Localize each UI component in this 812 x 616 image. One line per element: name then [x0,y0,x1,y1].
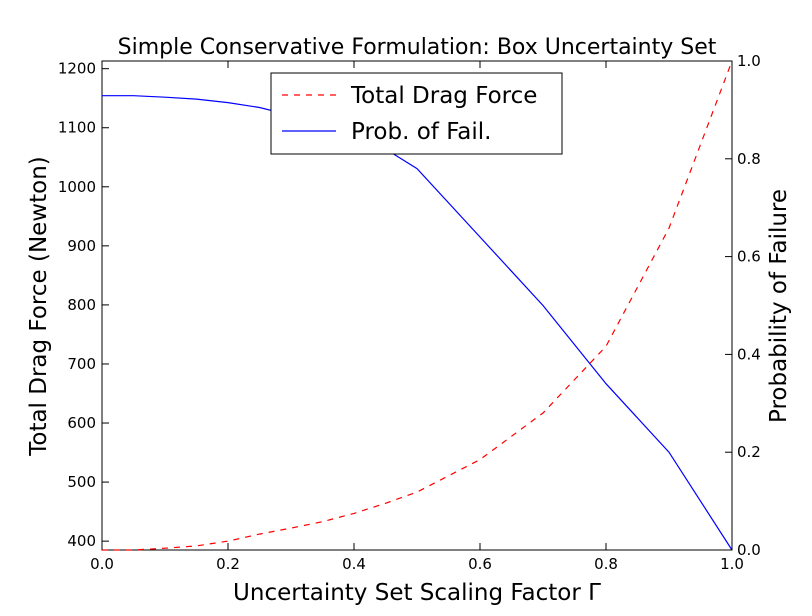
x-tick-label: 0.4 [342,555,366,573]
plot-frame [101,60,733,551]
y-left-tick-label: 1100 [58,119,96,137]
x-tick-label: 0.6 [468,555,492,573]
y-right-tick-label: 0.4 [737,345,761,363]
y-right-tick-label: 1.0 [737,52,761,70]
x-tick-label: 0.2 [216,555,240,573]
legend-label-total-drag-force: Total Drag Force [350,83,537,109]
x-tick-label: 1.0 [720,555,744,573]
y-right-tick-label: 0.2 [737,443,761,461]
y-left-tick-label: 400 [67,532,96,550]
y-left-tick-label: 1200 [58,60,96,78]
y-left-tick-label: 900 [67,237,96,255]
y-right-tick-label: 0.8 [737,150,761,168]
y-axis-left-label: Total Drag Force (Newton) [26,156,52,457]
ticks-layer: 0.0 0.2 0.4 0.6 0.8 1.0 400 500 600 700 800 900 1000… [58,52,761,573]
y-axis-right-label: Probability of Failure [766,189,792,423]
y-left-tick-label: 600 [67,414,96,432]
series-line-total-drag-force [102,60,733,551]
y-left-tick-label: 800 [67,296,96,314]
legend: Total Drag Force Prob. of Fail. [270,72,563,155]
y-right-tick-label: 0.6 [737,248,761,266]
y-left-tick-label: 500 [67,473,96,491]
x-tick-label: 0.8 [594,555,618,573]
y-left-tick-label: 1000 [58,178,96,196]
legend-box [270,72,563,155]
x-tick-label: 0.0 [90,555,114,573]
chart-title: Simple Conservative Formulation: Box Unc… [118,35,717,60]
y-left-tick-label: 700 [67,355,96,373]
y-right-tick-label: 0.0 [737,541,761,559]
legend-label-prob-of-fail: Prob. of Fail. [351,119,492,145]
x-axis-label: Uncertainty Set Scaling Factor Γ [233,580,601,606]
